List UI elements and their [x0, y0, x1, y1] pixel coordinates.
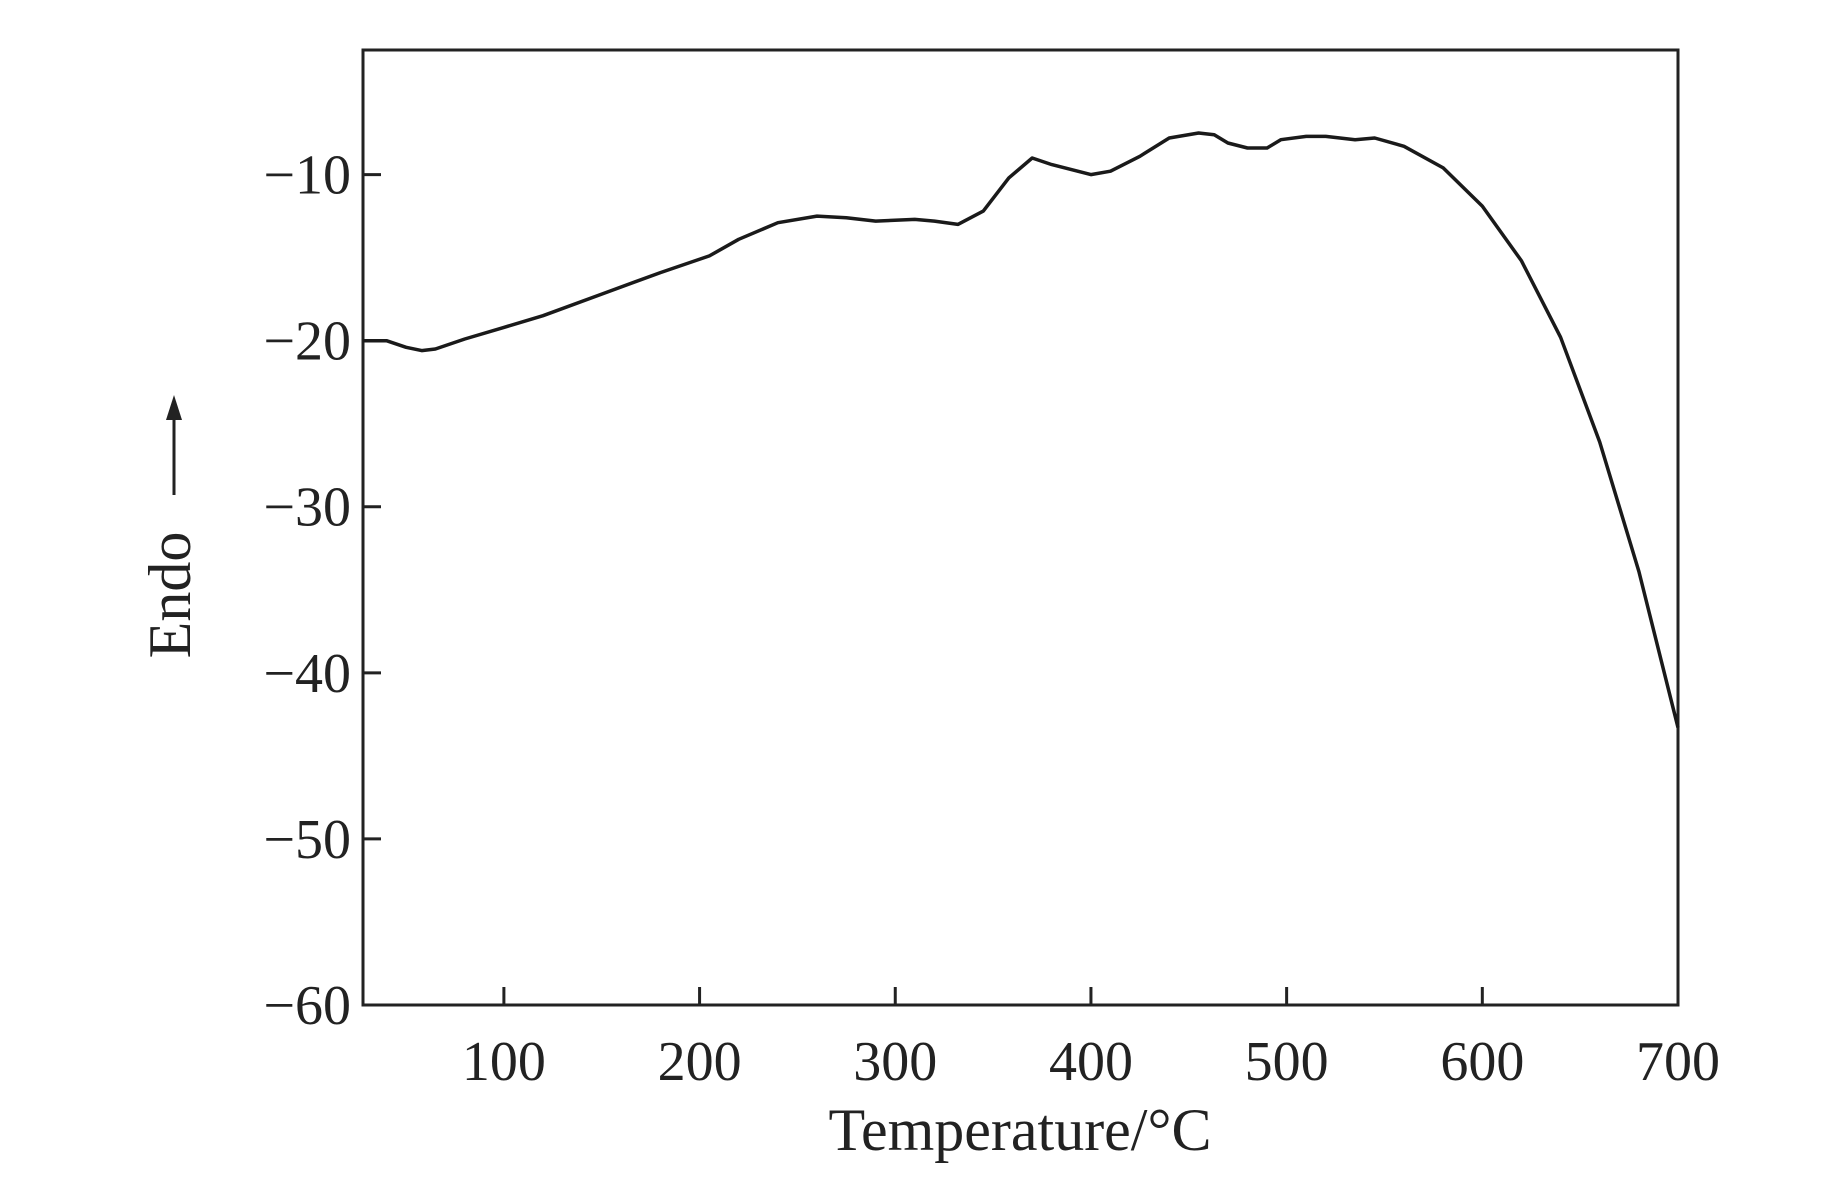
x-tick-label: 500	[1245, 1031, 1329, 1093]
plot-frame	[361, 48, 1680, 1007]
x-tick-label: 200	[658, 1031, 742, 1093]
y-tick-label: −60	[263, 975, 351, 1037]
x-tick-label: 700	[1636, 1031, 1720, 1093]
y-tick-label: −10	[263, 145, 351, 207]
data-line	[363, 131, 1680, 729]
x-tick-label: 400	[1049, 1031, 1133, 1093]
y-tick-label: −30	[263, 477, 351, 539]
y-tick-label: −20	[263, 311, 351, 373]
y-axis-title: Endo	[137, 532, 203, 659]
x-tick-label: 600	[1440, 1031, 1524, 1093]
y-axis-arrowhead	[166, 395, 182, 420]
y-axis-title-group: Endo	[137, 532, 203, 659]
x-tick-label: 100	[462, 1031, 546, 1093]
y-tick-label: −50	[263, 809, 351, 871]
y-tick-label: −40	[263, 643, 351, 705]
x-tick-label: 300	[853, 1031, 937, 1093]
x-axis-title: Temperature/°C	[829, 1097, 1212, 1163]
